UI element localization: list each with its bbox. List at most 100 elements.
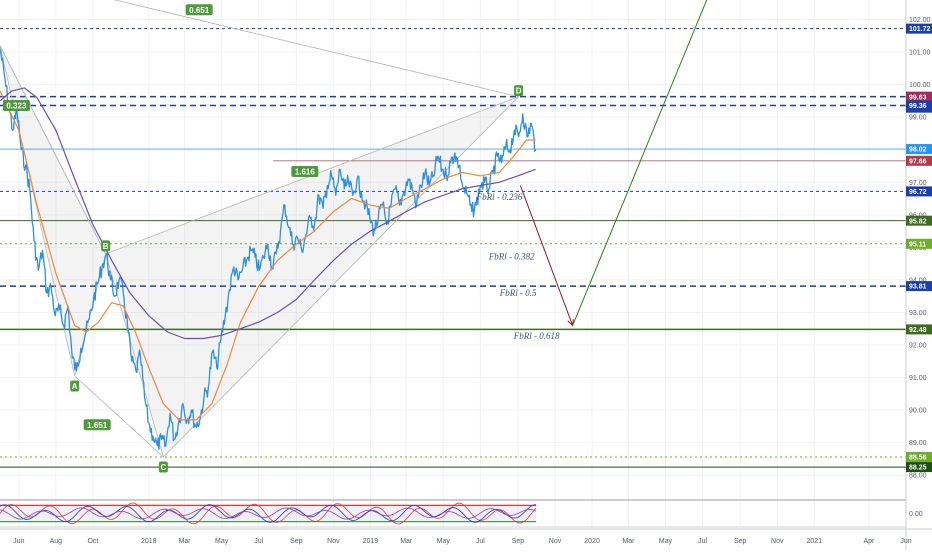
oscillator-tick-label: 0.00 <box>909 511 923 518</box>
time-tick-label: Sep <box>512 538 525 545</box>
fib-label: FbRl - 0.382 <box>488 252 535 262</box>
pattern-ratio-bg <box>291 166 319 178</box>
time-tick-label: Jun <box>900 538 911 545</box>
price-tick-label: 93.00 <box>909 310 927 317</box>
price-tag-bg <box>906 451 932 462</box>
pattern-point-c: C <box>160 463 166 472</box>
price-tick-label: 102.00 <box>909 17 931 24</box>
price-tick-label: 94.00 <box>909 277 927 284</box>
pattern-ratio: 1.651 <box>87 421 108 430</box>
pattern-ratio-bg <box>2 99 30 111</box>
time-tick-label: 2021 <box>807 538 823 545</box>
time-tick-label: Jul <box>254 538 263 545</box>
price-tag: 96.72 <box>909 189 927 196</box>
time-tick-label: Apr <box>864 538 876 545</box>
price-tag: 97.66 <box>909 158 927 165</box>
pattern-points: A B C D 0.323 0.651 1.616 1.651 <box>2 4 524 473</box>
price-tag: 101.72 <box>909 26 931 33</box>
time-tick-label: Nov <box>771 538 784 545</box>
pattern-point-a: A <box>72 382 78 391</box>
time-tick-label: Nov <box>327 538 340 545</box>
price-tag: 95.82 <box>909 218 927 225</box>
pattern-ratio: 0.323 <box>6 101 27 110</box>
time-tick-label: 2019 <box>363 538 379 545</box>
fib-labels: FbRl - 0.236 FbRl - 0.382 FbRl - 0.5 FbRl -… <box>476 192 560 341</box>
pattern-ac <box>74 375 164 458</box>
time-tick-label: Oct <box>87 538 98 545</box>
price-tick-label: 101.00 <box>909 50 931 57</box>
price-tag: 99.36 <box>909 103 927 110</box>
price-tick-label: 97.00 <box>909 180 927 187</box>
price-tag: 93.81 <box>909 284 927 291</box>
price-tick-label: 100.00 <box>909 82 931 89</box>
pattern-xb <box>0 45 107 255</box>
price-tag: 88.25 <box>909 465 927 472</box>
pattern-point-d-bg <box>514 85 524 97</box>
ma_slow-line <box>0 87 536 340</box>
price-series <box>0 48 537 451</box>
fib-label: FbRl - 0.618 <box>513 331 560 341</box>
price-tick-label: 99.00 <box>909 115 927 122</box>
fib-label: FbRl - 0.236 <box>476 192 523 202</box>
price-tag-bg <box>906 281 932 292</box>
price-tick-label: 90.00 <box>909 408 927 415</box>
price-tick-label: 92.00 <box>909 343 927 350</box>
price-tag-bg <box>906 324 932 335</box>
horizontal-levels <box>0 28 906 468</box>
price-tag-bg <box>906 215 932 226</box>
trend-lines <box>113 0 708 326</box>
price-tag: 95.11 <box>909 241 926 248</box>
fib-label: FbRl - 0.5 <box>499 288 537 298</box>
price-tag: 88.56 <box>909 455 927 462</box>
pattern-point-d: D <box>516 87 522 96</box>
oscillator-slow-line <box>0 504 537 523</box>
price-tick-label: 89.00 <box>909 440 927 447</box>
pattern-ratio-bg <box>83 419 111 431</box>
pattern-point-b: B <box>103 242 109 251</box>
pattern-ratio-bg <box>185 4 213 16</box>
time-tick-label: Nov <box>549 538 562 545</box>
price-tag-bg <box>906 23 932 34</box>
ma_fast-line <box>0 90 536 421</box>
oscillator-panel <box>0 499 906 528</box>
time-tick-label: Sep <box>290 538 303 545</box>
price-tag-bg <box>906 462 932 473</box>
pattern-point-a-bg <box>70 380 80 392</box>
time-tick-label: Mar <box>400 538 413 545</box>
time-tick-label: Jul <box>476 538 485 545</box>
trend-line <box>572 0 708 326</box>
time-tick-label: Mar <box>179 538 192 545</box>
time-tick-label: Jul <box>698 538 707 545</box>
price-tag-bg <box>906 144 932 155</box>
time-axis: Jun Aug Oct 2018 Mar May Jul Sep Nov 2019 Mar May Ju… <box>0 528 932 545</box>
price-tag-bg <box>906 155 932 166</box>
time-tick-label: Sep <box>734 538 747 545</box>
trend-line <box>113 0 519 98</box>
time-tick-label: May <box>215 538 229 545</box>
price-tag: 99.63 <box>909 94 927 101</box>
price-axis: 102.00101.00100.0099.0098.0097.0096.0095… <box>905 0 932 550</box>
time-tick-label: 2018 <box>141 538 157 545</box>
time-tick-label: Jun <box>13 538 24 545</box>
price-tick-label: 91.00 <box>909 375 927 382</box>
time-tick-label: May <box>437 538 451 545</box>
pattern-ratio: 0.651 <box>189 6 210 15</box>
time-tick-label: 2020 <box>584 538 600 545</box>
time-tick-label: Mar <box>622 538 635 545</box>
pattern-point-b-bg <box>101 240 111 252</box>
price-tag: 98.02 <box>909 147 927 154</box>
price-tag: 92.48 <box>909 327 927 334</box>
price-tag-bg <box>906 238 932 249</box>
pattern-ratio: 1.616 <box>295 168 316 177</box>
projection-arrow <box>519 185 572 326</box>
price-tick-label: 88.00 <box>909 473 927 480</box>
time-tick-label: May <box>659 538 673 545</box>
price-tag-bg <box>906 186 932 197</box>
price-tag-bg <box>906 91 932 102</box>
time-tick-label: Aug <box>50 538 63 545</box>
oscillator-mid-line <box>0 507 537 520</box>
